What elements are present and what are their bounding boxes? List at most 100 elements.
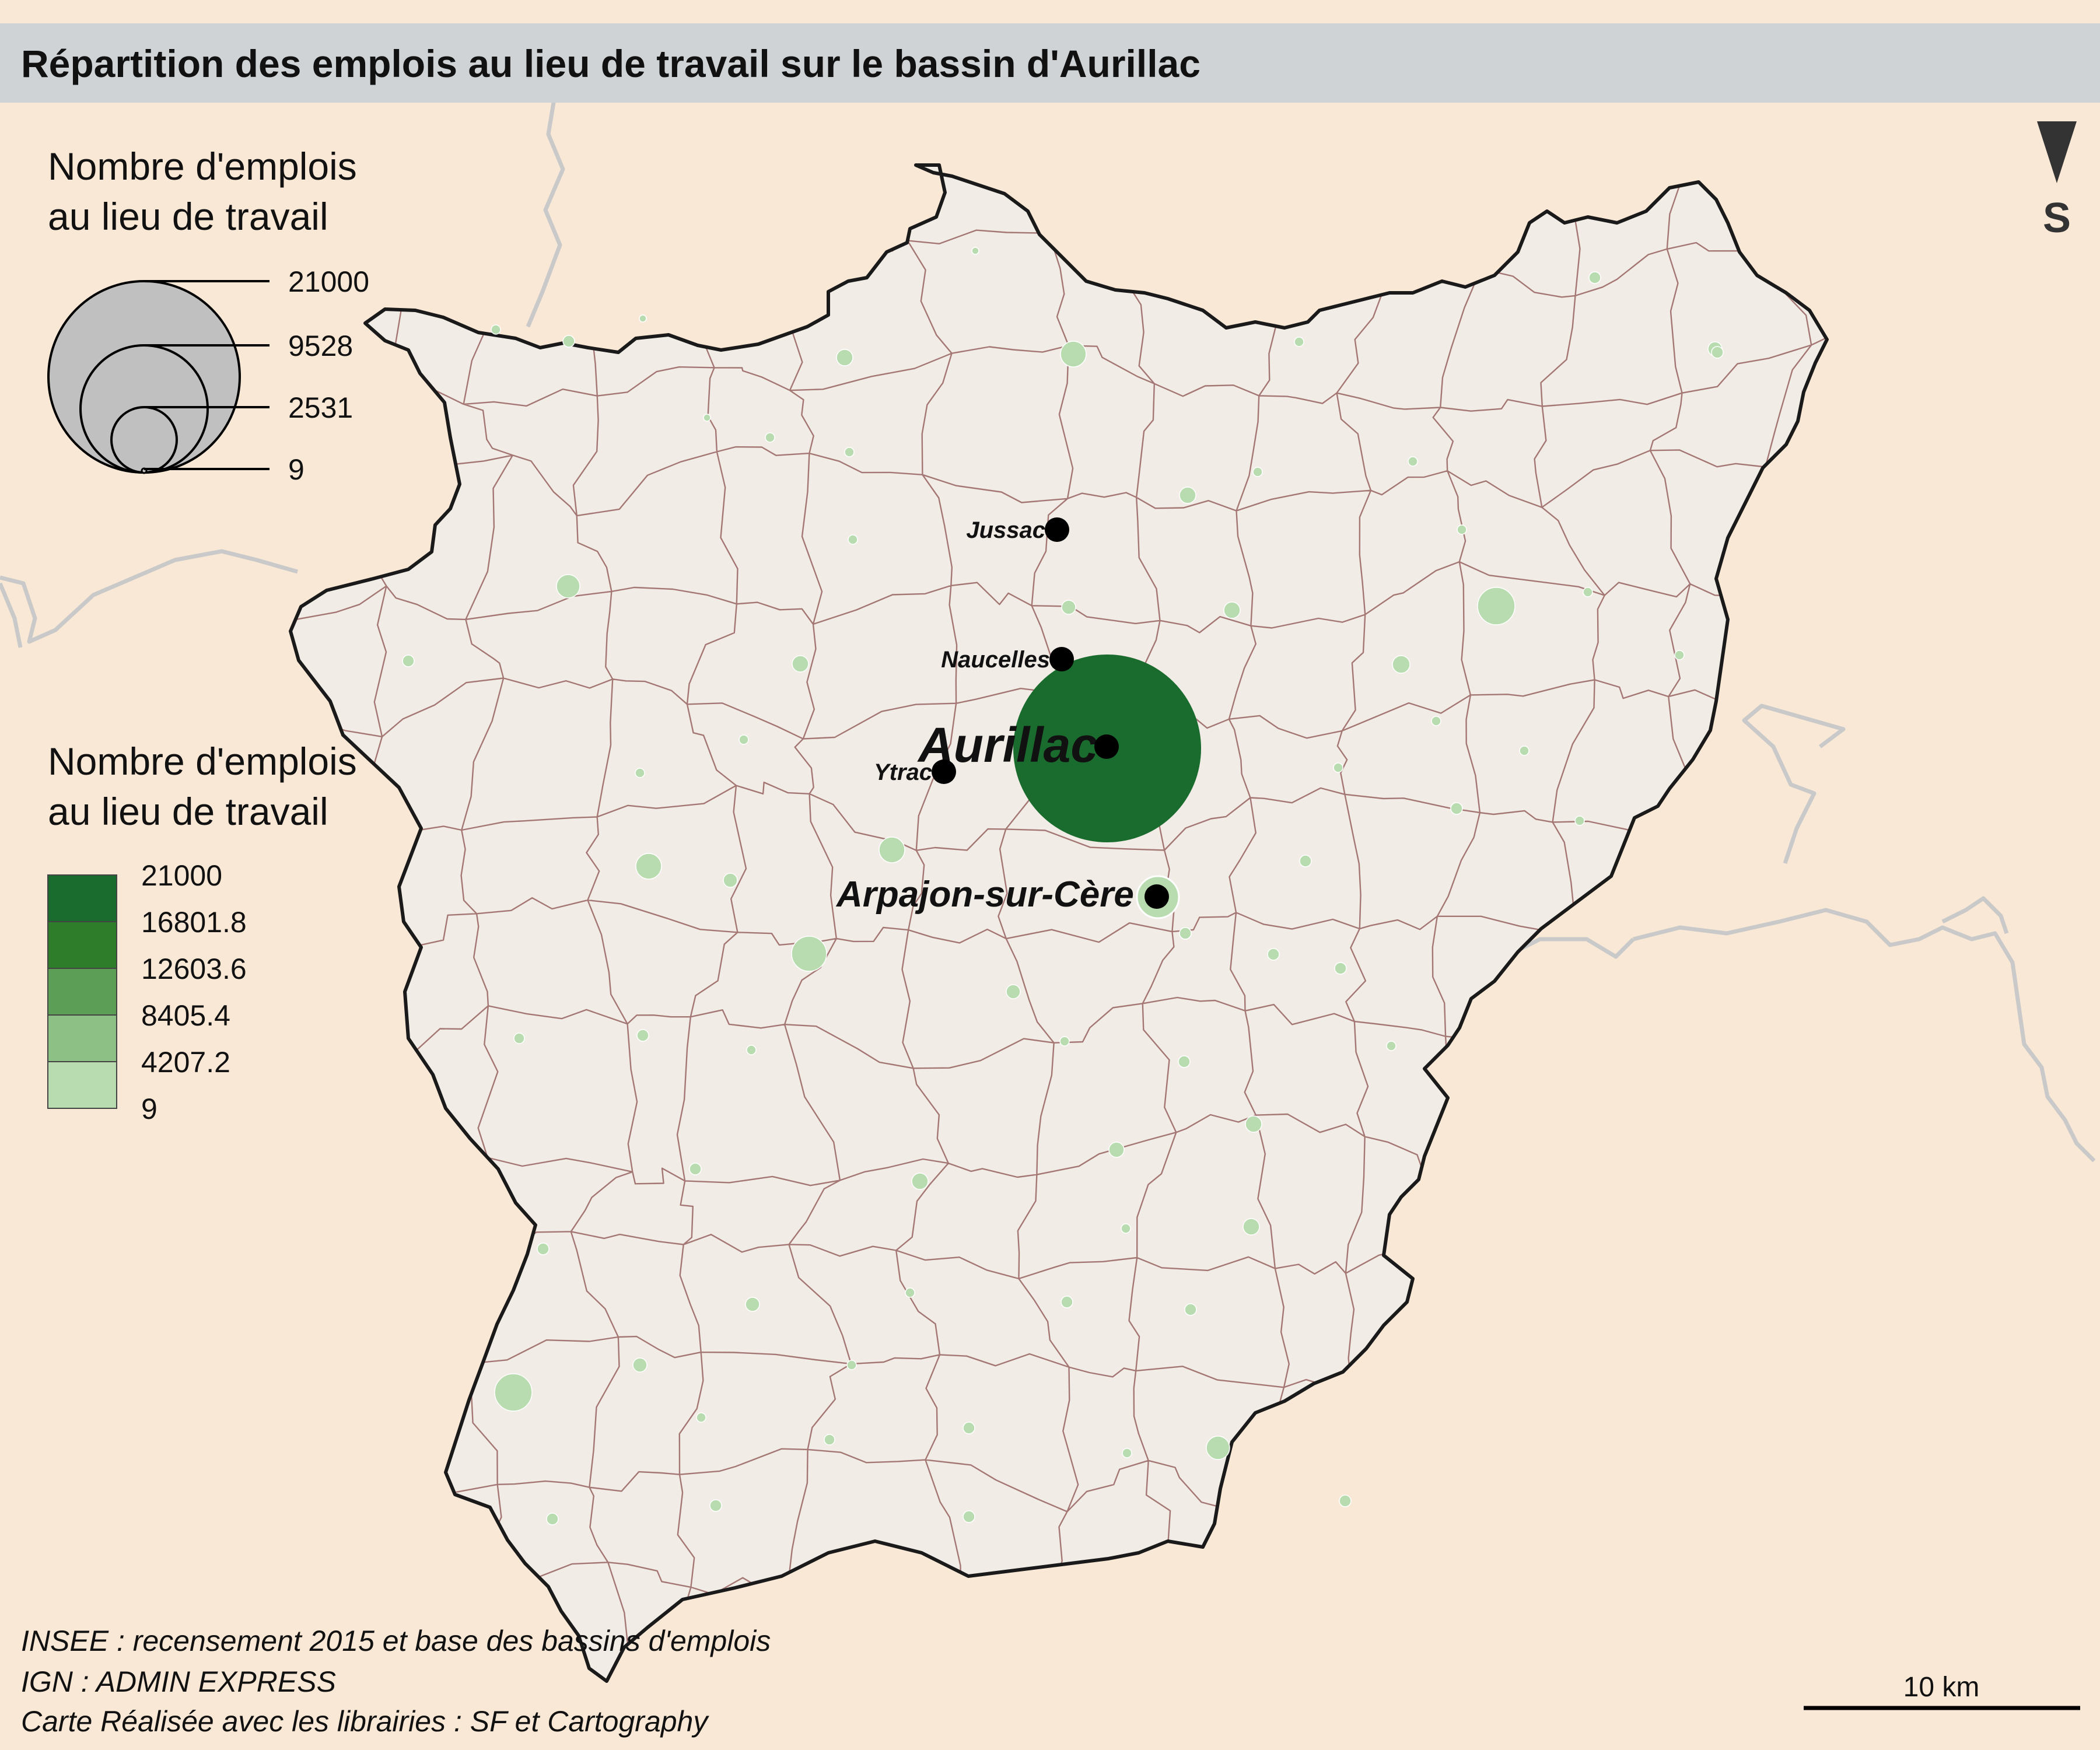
commune-job-circle [848, 534, 858, 545]
commune-job-circle [1574, 816, 1585, 826]
map-title: Répartition des emplois au lieu de trava… [21, 42, 1200, 85]
city-label-jussac: Jussac [966, 517, 1045, 543]
commune-job-circle [1242, 1218, 1260, 1236]
legend-size-value-9: 9 [288, 453, 304, 486]
commune-job-circle [1061, 600, 1076, 615]
commune-job-circle [636, 1029, 649, 1042]
source-line-1: INSEE : recensement 2015 et base des bas… [21, 1625, 771, 1657]
commune-job-circle [1294, 337, 1304, 347]
legend-color-title-line1: Nombre d'emplois [48, 740, 357, 783]
commune-job-circle [494, 1373, 533, 1412]
commune-job-circle [635, 853, 662, 880]
basin-boundary [289, 163, 1829, 1683]
commune-job-circle [1179, 927, 1192, 940]
commune-job-circle [1252, 467, 1263, 477]
commune-job-circle [1408, 456, 1418, 467]
legend-size-value-21000: 21000 [288, 265, 369, 298]
city-marker-arpajon [1144, 884, 1169, 909]
legend-color-swatch-3 [47, 968, 117, 1016]
commune-job-circle [703, 414, 711, 422]
commune-job-circle [546, 1513, 559, 1525]
legend-color-break-3: 12603.6 [141, 953, 247, 985]
commune-job-circle [1223, 601, 1241, 619]
commune-job-circle [1267, 948, 1280, 961]
commune-job-circle [1299, 855, 1312, 867]
commune-job-circle [1178, 1055, 1191, 1068]
commune-job-circle [632, 1357, 648, 1373]
commune-job-circle [1334, 962, 1347, 975]
commune-job-circle [491, 324, 501, 335]
commune-job-circle [556, 574, 580, 598]
commune-job-circle [1588, 271, 1601, 284]
commune-job-circle [1060, 341, 1087, 368]
commune-job-circle [1245, 1115, 1262, 1133]
legend-color-title-line2: au lieu de travail [48, 790, 328, 833]
commune-job-circle [696, 1412, 706, 1423]
department-boundaries [0, 99, 2096, 1163]
scale-bar: 10 km [1804, 1672, 2080, 1710]
legend-color-break-6: 9 [141, 1093, 158, 1125]
commune-job-circle [824, 1434, 835, 1446]
commune-job-circle [1386, 1041, 1396, 1051]
commune-job-circle [1674, 650, 1685, 660]
commune-job-circle [738, 734, 749, 745]
legend-color-swatch-1 [47, 874, 117, 922]
commune-job-circle [639, 314, 647, 323]
commune-job-circle [513, 1032, 525, 1044]
legend-color-swatch-5 [47, 1061, 117, 1109]
legend-color-break-2: 16801.8 [141, 906, 247, 939]
commune-job-circle [791, 936, 827, 972]
commune-job-circle [1206, 1436, 1230, 1460]
commune-job-circle [1333, 762, 1343, 773]
commune-job-circle [1059, 1036, 1070, 1046]
commune-job-circle [765, 432, 775, 443]
commune-job-circle [844, 447, 855, 457]
commune-job-circle [689, 1163, 702, 1175]
commune-job-circle [746, 1045, 757, 1055]
commune-job-circle [1431, 716, 1441, 726]
city-marker-ytrac [932, 760, 956, 784]
commune-job-circle [846, 1360, 857, 1370]
commune-job-circle [963, 1422, 975, 1434]
legend-size: Nombre d'emplois au lieu de travail 2100… [47, 145, 369, 486]
commune-job-circle [537, 1242, 550, 1255]
legend-color-break-4: 8405.4 [141, 999, 230, 1032]
commune-job-circle [1392, 655, 1410, 674]
commune-job-circle [1450, 802, 1463, 815]
commune-job-circle [1179, 487, 1196, 504]
commune-job-circle [1121, 1223, 1131, 1234]
commune-job-circle [1519, 746, 1530, 756]
commune-job-circle [836, 349, 853, 366]
commune-job-circle [905, 1287, 915, 1298]
city-marker-aurillac [1094, 734, 1119, 759]
city-marker-jussac [1045, 517, 1069, 542]
title-band [0, 23, 2100, 103]
commune-job-circle [1711, 346, 1724, 359]
legend-size-circle-2531 [110, 406, 178, 474]
sources-block: INSEE : recensement 2015 et base des bas… [21, 1625, 771, 1738]
commune-job-circle [635, 768, 645, 778]
city-markers: Jussac Naucelles Aurillac Ytrac Arpajon-… [835, 517, 1169, 915]
basin-area [290, 165, 1827, 1681]
legend-color-swatch-2 [47, 921, 117, 969]
north-arrow-icon: S [2037, 121, 2077, 242]
commune-job-circle [792, 655, 809, 673]
city-label-arpajon: Arpajon-sur-Cère [835, 874, 1134, 915]
commune-job-circle [1339, 1494, 1352, 1507]
commune-job-circle [1006, 984, 1021, 999]
commune-job-circle [963, 1510, 975, 1523]
commune-job-circle [723, 873, 738, 888]
commune-job-circle [1184, 1303, 1197, 1316]
commune-job-circle [709, 1499, 722, 1512]
legend-size-value-2531: 2531 [288, 391, 353, 424]
commune-job-circle [971, 247, 979, 255]
commune-job-circle [1477, 587, 1516, 625]
city-label-naucelles: Naucelles [941, 647, 1050, 673]
legend-size-title-line2: au lieu de travail [48, 195, 328, 238]
source-line-2: IGN : ADMIN EXPRESS [21, 1665, 336, 1698]
legend-color: Nombre d'emplois au lieu de travail 2100… [47, 740, 357, 1125]
commune-job-circle [878, 836, 905, 863]
commune-job-circle [745, 1297, 760, 1312]
legend-color-swatch-4 [47, 1014, 117, 1062]
